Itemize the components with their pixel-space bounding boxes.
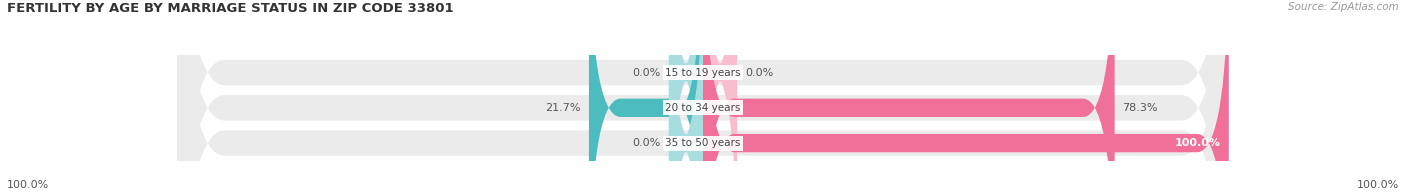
Text: 15 to 19 years: 15 to 19 years (665, 67, 741, 78)
FancyBboxPatch shape (669, 0, 703, 196)
Text: FERTILITY BY AGE BY MARRIAGE STATUS IN ZIP CODE 33801: FERTILITY BY AGE BY MARRIAGE STATUS IN Z… (7, 2, 454, 15)
Text: 78.3%: 78.3% (1122, 103, 1159, 113)
Text: 0.0%: 0.0% (745, 67, 773, 78)
FancyBboxPatch shape (703, 0, 1115, 196)
FancyBboxPatch shape (177, 0, 1229, 196)
FancyBboxPatch shape (703, 0, 737, 196)
Text: 20 to 34 years: 20 to 34 years (665, 103, 741, 113)
Text: 100.0%: 100.0% (1175, 138, 1220, 148)
FancyBboxPatch shape (703, 0, 1229, 196)
FancyBboxPatch shape (177, 0, 1229, 196)
Text: 0.0%: 0.0% (633, 138, 661, 148)
FancyBboxPatch shape (669, 0, 703, 196)
Text: Source: ZipAtlas.com: Source: ZipAtlas.com (1288, 2, 1399, 12)
Text: 100.0%: 100.0% (7, 180, 49, 190)
Text: 100.0%: 100.0% (1357, 180, 1399, 190)
Text: 35 to 50 years: 35 to 50 years (665, 138, 741, 148)
FancyBboxPatch shape (177, 0, 1229, 196)
FancyBboxPatch shape (589, 0, 703, 196)
Text: 0.0%: 0.0% (633, 67, 661, 78)
Text: 21.7%: 21.7% (546, 103, 581, 113)
